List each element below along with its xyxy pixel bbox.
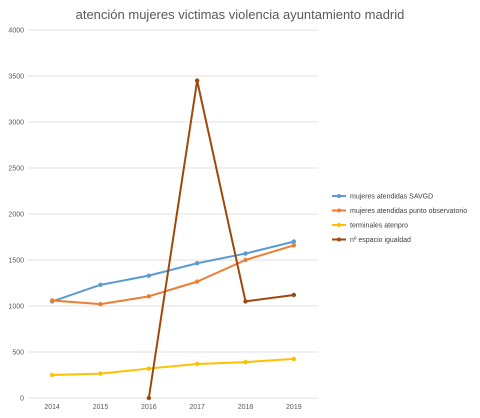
series-line [52,357,294,376]
data-point [194,78,200,83]
y-tick-label: 0 [20,396,24,403]
series-4 [146,78,297,401]
y-tick-label: 1000 [8,304,24,311]
x-tick-label: 2018 [238,404,254,411]
data-point [291,292,297,298]
y-axis-ticks: 0 500 1000 1500 2000 2500 3000 3500 4000 [8,28,24,403]
data-point [243,359,248,365]
y-tick-label: 4000 [8,28,24,35]
data-point [243,299,248,304]
legend-label: terminales atenpro [350,223,408,230]
x-tick-label: 2019 [286,404,302,411]
data-point [98,301,103,307]
series-1 [49,239,297,304]
legend-label: mujeres atendidas SAVGD [350,194,433,201]
data-point [291,243,297,248]
data-point [146,395,152,401]
legend: mujeres atendidas SAVGD mujeres atendidas… [332,194,467,244]
data-point [49,372,55,378]
data-point [194,361,200,367]
y-tick-label: 2500 [8,166,24,173]
data-point [49,298,55,303]
legend-label: nº espacio igualdad [350,237,411,244]
data-point [98,371,103,376]
series-line [51,240,295,303]
data-point [243,251,248,256]
chart-title: atención mujeres victimas violencia ayun… [76,7,405,22]
data-point [194,279,200,284]
y-tick-label: 500 [12,350,24,357]
data-point [98,282,103,288]
legend-swatch-marker [337,237,341,242]
y-tick-label: 3500 [8,74,24,81]
data-point [146,366,152,371]
x-tick-label: 2014 [44,404,60,411]
series-2 [49,243,297,307]
data-point [146,273,152,278]
legend-swatch-marker [337,194,341,198]
x-tick-label: 2017 [189,404,205,411]
y-tick-label: 2000 [8,212,24,219]
data-point [291,239,297,244]
series-3 [49,356,297,378]
series-line [147,79,294,399]
series-lines [49,78,297,401]
data-point [194,261,200,266]
x-tick-label: 2015 [93,404,109,411]
data-point [291,356,297,362]
x-axis-ticks: 2014 2015 2016 2017 2018 2019 [44,404,301,411]
legend-swatch-marker [337,223,341,227]
legend-swatch-marker [337,208,341,213]
data-point [146,294,152,299]
y-tick-label: 1500 [8,258,24,265]
gridlines [28,29,318,399]
legend-label: mujeres atendidas punto observatorio [350,208,467,215]
y-tick-label: 3000 [8,120,24,127]
series-line [52,244,295,306]
data-point [243,257,248,263]
x-tick-label: 2016 [141,404,157,411]
